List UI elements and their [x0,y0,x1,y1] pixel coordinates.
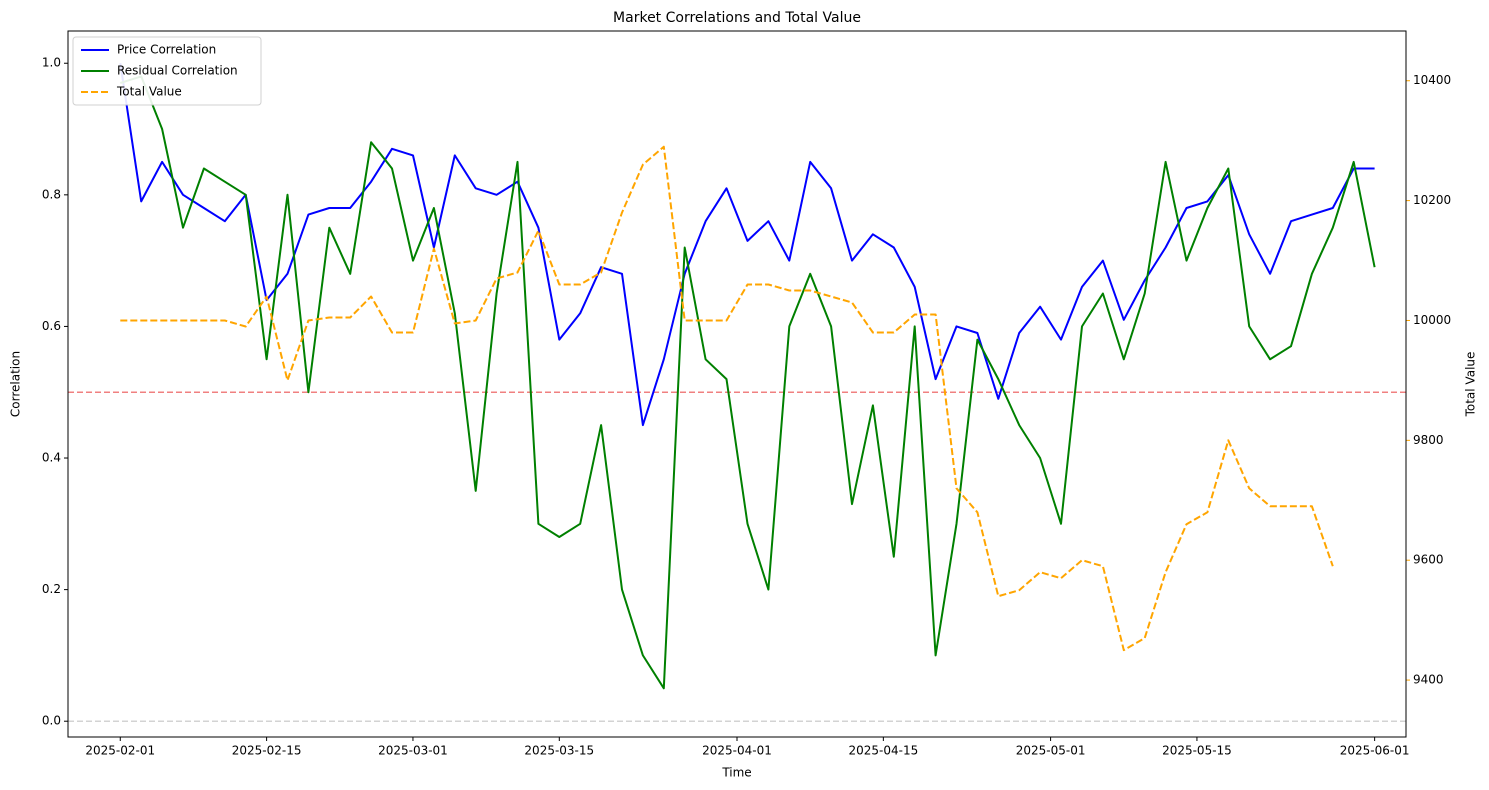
x-tick-label: 2025-03-15 [524,744,594,758]
x-axis-label: Time [721,766,751,780]
y-axis-label: Correlation [9,351,23,417]
y-tick-label: 0.2 [42,582,61,596]
data-line [119,63,1375,427]
y2-tick-label: 9600 [1413,553,1444,567]
y2-tick-label: 9400 [1413,673,1444,687]
x-tick-label: 2025-04-15 [848,744,918,758]
legend-label: Total Value [116,85,182,99]
y-tick-label: 1.0 [42,56,61,70]
y-tick-label: 0.6 [42,319,61,333]
x-tick-label: 2025-04-01 [702,744,772,758]
x-tick-label: 2025-05-01 [1016,744,1086,758]
legend-label: Residual Correlation [117,64,238,78]
data-line [119,75,1376,690]
x-tick-label: 2025-02-15 [232,744,302,758]
y2-axis-label: Total Value [1464,352,1478,418]
legend-box [72,36,262,106]
y2-tick-label: 10200 [1413,193,1451,207]
legend-label: Price Correlation [117,43,216,57]
plot-frame [67,30,1407,738]
x-tick-label: 2025-05-15 [1162,744,1232,758]
x-tick-label: 2025-06-01 [1340,744,1410,758]
data-line [120,145,1334,652]
x-tick-label: 2025-03-01 [378,744,448,758]
y2-tick-label: 9800 [1413,433,1444,447]
x-tick-label: 2025-02-01 [85,744,155,758]
y-tick-label: 0.0 [42,714,61,728]
y-tick-label: 0.4 [42,451,61,465]
y-tick-label: 0.8 [42,187,61,201]
y2-tick-label: 10400 [1413,73,1451,87]
chart-title: Market Correlations and Total Value [613,10,861,26]
y2-tick-label: 10000 [1413,313,1451,327]
